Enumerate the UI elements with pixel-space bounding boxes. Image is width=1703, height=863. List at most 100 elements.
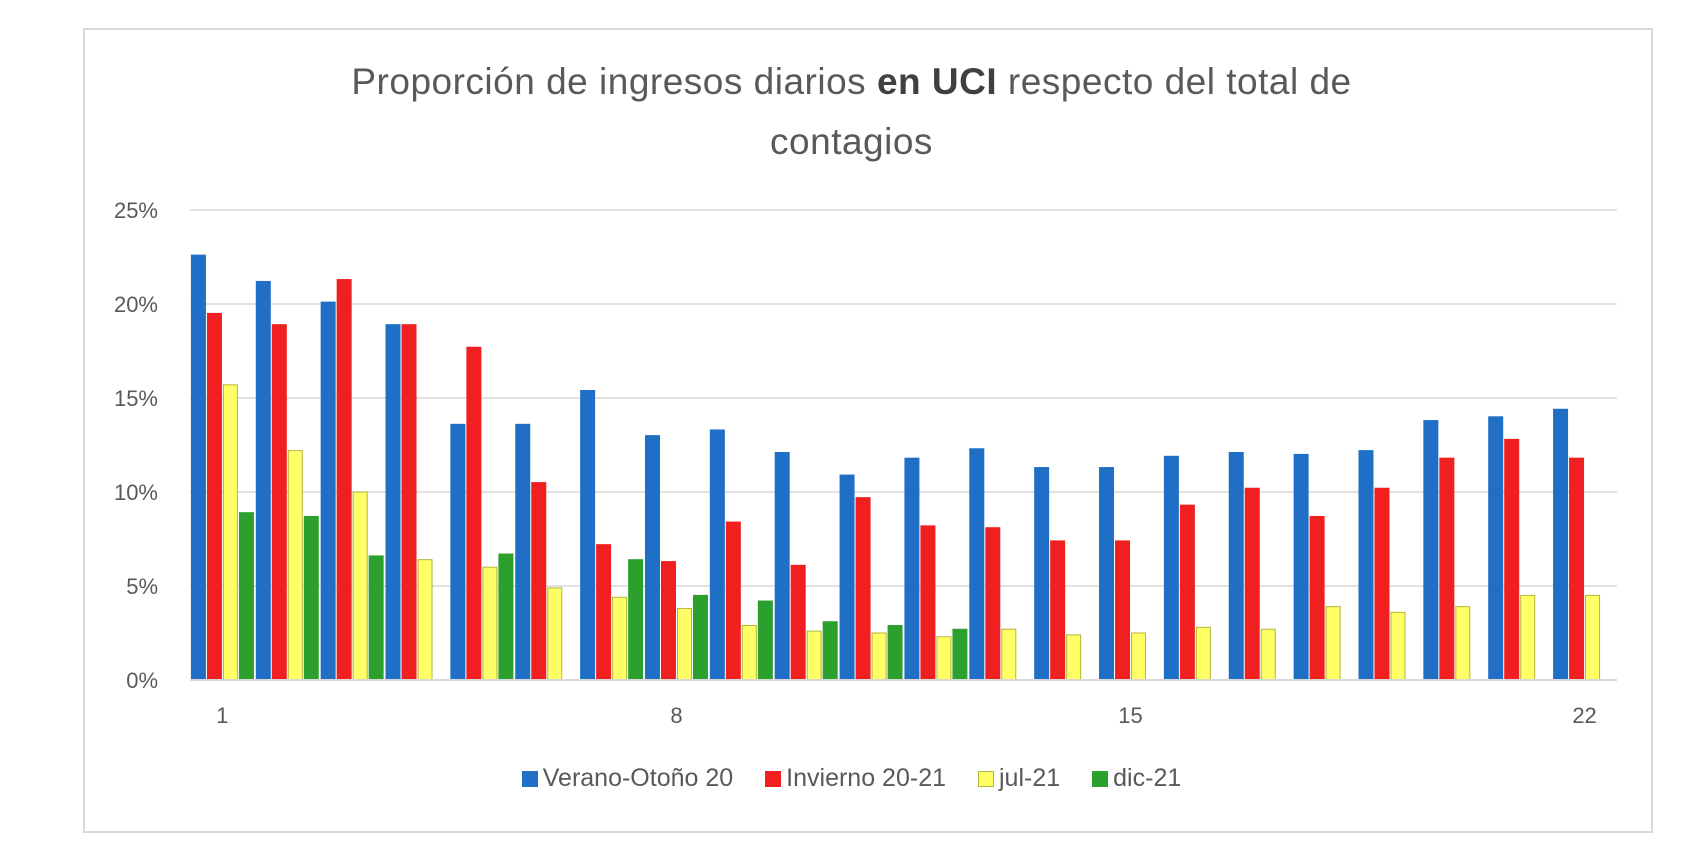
bar-verano-otono-20-7 xyxy=(580,389,596,681)
bar-jul-21-16 xyxy=(1195,626,1211,681)
bar-jul-21-17 xyxy=(1260,628,1276,681)
bar-verano-otono-20-13 xyxy=(969,448,985,681)
bar-jul-21-14 xyxy=(1066,634,1082,681)
bar-invierno-20-21-2 xyxy=(271,324,287,681)
y-tick-label-25: 25% xyxy=(114,198,158,223)
bar-verano-otono-20-6 xyxy=(515,423,531,681)
bar-jul-21-19 xyxy=(1390,611,1406,681)
bar-jul-21-10 xyxy=(806,630,822,681)
bar-invierno-20-21-3 xyxy=(336,279,352,681)
bar-dic-21-1 xyxy=(238,512,254,681)
y-tick-label-0: 0% xyxy=(126,668,158,693)
bar-jul-21-8 xyxy=(676,608,692,681)
bar-verano-otono-20-12 xyxy=(904,457,920,681)
legend-item-invierno-20-21: Invierno 20-21 xyxy=(765,764,946,793)
bar-jul-21-1 xyxy=(222,384,238,681)
legend-label-invierno-20-21: Invierno 20-21 xyxy=(786,764,946,792)
bar-invierno-20-21-19 xyxy=(1374,487,1390,681)
bar-invierno-20-21-13 xyxy=(985,527,1001,681)
bar-verano-otono-20-3 xyxy=(320,301,336,681)
bar-invierno-20-21-14 xyxy=(1050,540,1066,681)
bar-dic-21-2 xyxy=(303,515,319,681)
legend-item-jul-21: jul-21 xyxy=(978,764,1060,793)
x-tick-label-15: 15 xyxy=(1118,703,1142,728)
bar-invierno-20-21-20 xyxy=(1439,457,1455,681)
title-part-3: contagios xyxy=(770,121,933,162)
bar-invierno-20-21-9 xyxy=(725,521,741,681)
x-tick-label-22: 22 xyxy=(1572,703,1596,728)
bar-verano-otono-20-15 xyxy=(1099,467,1115,681)
bar-verano-otono-20-1 xyxy=(190,254,206,681)
legend-label-dic-21: dic-21 xyxy=(1113,764,1182,792)
legend-swatch-dic-21 xyxy=(1092,770,1109,787)
legend: Verano-Otoño 20 Invierno 20-21 jul-21 di… xyxy=(0,764,1703,793)
legend-label-verano-otono-20: Verano-Otoño 20 xyxy=(542,764,734,792)
title-part-bold: en UCI xyxy=(876,61,998,102)
bar-dic-21-7 xyxy=(628,559,644,681)
bar-dic-21-9 xyxy=(757,600,773,681)
bar-jul-21-12 xyxy=(936,636,952,681)
bar-jul-21-5 xyxy=(482,566,498,681)
legend-swatch-jul-21 xyxy=(978,770,994,787)
bar-dic-21-3 xyxy=(368,555,384,681)
bar-invierno-20-21-16 xyxy=(1179,504,1195,681)
bar-verano-otono-20-11 xyxy=(839,474,855,681)
bar-invierno-20-21-12 xyxy=(920,525,936,681)
bar-invierno-20-21-8 xyxy=(660,561,676,681)
bar-verano-otono-20-20 xyxy=(1423,420,1439,681)
legend-item-dic-21: dic-21 xyxy=(1092,764,1181,793)
bar-verano-otono-20-5 xyxy=(450,423,466,681)
bar-verano-otono-20-4 xyxy=(385,324,401,681)
bar-verano-otono-20-9 xyxy=(709,429,725,681)
bar-invierno-20-21-1 xyxy=(206,312,222,681)
bar-verano-otono-20-17 xyxy=(1228,452,1244,681)
bar-jul-21-3 xyxy=(352,491,368,681)
bar-verano-otono-20-21 xyxy=(1488,416,1504,681)
bar-verano-otono-20-18 xyxy=(1293,453,1309,681)
bar-invierno-20-21-10 xyxy=(790,564,806,681)
bar-invierno-20-21-22 xyxy=(1569,457,1585,681)
bar-invierno-20-21-11 xyxy=(855,497,871,681)
bar-jul-21-9 xyxy=(741,624,757,681)
y-tick-label-20: 20% xyxy=(114,292,158,317)
bar-jul-21-22 xyxy=(1585,594,1601,681)
bar-invierno-20-21-4 xyxy=(401,324,417,681)
bar-dic-21-11 xyxy=(887,624,903,681)
bars xyxy=(190,254,1601,681)
y-tick-label-5: 5% xyxy=(126,574,158,599)
y-tick-label-15: 15% xyxy=(114,386,158,411)
bar-jul-21-15 xyxy=(1131,632,1147,681)
bar-verano-otono-20-16 xyxy=(1163,455,1179,681)
bar-verano-otono-20-14 xyxy=(1034,467,1050,681)
bar-invierno-20-21-7 xyxy=(596,544,612,681)
x-tick-label-8: 8 xyxy=(670,703,682,728)
x-axis-ticks: 1 8 15 22 xyxy=(216,703,1597,728)
bar-dic-21-8 xyxy=(692,594,708,681)
x-tick-label-1: 1 xyxy=(216,703,228,728)
bar-jul-21-11 xyxy=(871,632,887,681)
bar-verano-otono-20-19 xyxy=(1358,450,1374,681)
legend-label-jul-21: jul-21 xyxy=(999,764,1061,792)
bar-jul-21-2 xyxy=(287,450,303,681)
bar-invierno-20-21-18 xyxy=(1309,515,1325,681)
bar-verano-otono-20-8 xyxy=(644,435,660,681)
bar-invierno-20-21-21 xyxy=(1504,438,1520,681)
title-part-1: Proporción de ingresos diarios xyxy=(351,61,877,102)
bar-verano-otono-20-2 xyxy=(255,280,271,681)
legend-item-verano-otono-20: Verano-Otoño 20 xyxy=(521,764,734,793)
bar-jul-21-13 xyxy=(1001,628,1017,681)
bar-verano-otono-20-22 xyxy=(1553,408,1569,681)
bar-jul-21-7 xyxy=(612,596,628,681)
bar-invierno-20-21-5 xyxy=(466,346,482,681)
y-tick-label-10: 10% xyxy=(114,480,158,505)
bar-dic-21-5 xyxy=(498,553,514,681)
bar-jul-21-4 xyxy=(417,559,433,681)
bar-dic-21-10 xyxy=(822,621,838,681)
chart-title: Proporción de ingresos diarios en UCI re… xyxy=(0,52,1703,172)
title-part-2: respecto del total de xyxy=(997,61,1352,102)
bar-jul-21-18 xyxy=(1325,606,1341,681)
legend-swatch-verano-otono-20 xyxy=(521,770,538,787)
bar-verano-otono-20-10 xyxy=(774,452,790,681)
bar-invierno-20-21-15 xyxy=(1115,540,1131,681)
bar-invierno-20-21-6 xyxy=(531,482,547,681)
